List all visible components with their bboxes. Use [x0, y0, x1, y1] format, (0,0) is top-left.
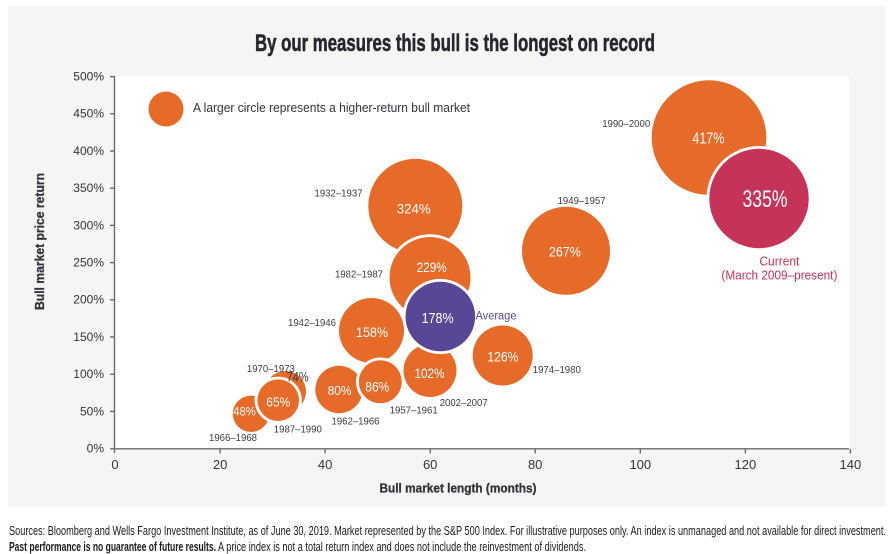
svg-text:102%: 102% [415, 366, 445, 381]
svg-text:1982–1987: 1982–1987 [335, 269, 383, 281]
svg-text:450%: 450% [73, 107, 104, 121]
svg-text:1962–1966: 1962–1966 [332, 416, 380, 428]
svg-text:Current: Current [759, 255, 799, 269]
svg-text:2002–2007: 2002–2007 [440, 397, 488, 409]
svg-text:1949–1957: 1949–1957 [558, 195, 606, 207]
svg-text:500%: 500% [73, 70, 104, 84]
svg-text:140: 140 [840, 457, 862, 472]
svg-text:74%: 74% [287, 370, 309, 385]
svg-text:300%: 300% [73, 218, 104, 232]
svg-text:0%: 0% [87, 442, 105, 456]
svg-text:1942–1946: 1942–1946 [288, 317, 336, 329]
svg-text:Bull market price return: Bull market price return [33, 173, 47, 310]
svg-text:350%: 350% [73, 181, 104, 195]
svg-text:A larger circle represents a h: A larger circle represents a higher-retu… [193, 100, 470, 115]
svg-text:335%: 335% [743, 186, 788, 213]
svg-text:1990–2000: 1990–2000 [602, 118, 650, 130]
svg-text:Past performance is no guarant: Past performance is no guarantee of futu… [9, 539, 586, 554]
svg-text:40: 40 [318, 457, 332, 472]
svg-text:Sources: Bloomberg and Wells F: Sources: Bloomberg and Wells Fargo Inves… [9, 523, 886, 538]
svg-text:1932–1937: 1932–1937 [315, 188, 363, 200]
svg-text:(March 2009–present): (March 2009–present) [721, 269, 837, 283]
svg-text:By our measures this bull is t: By our measures this bull is the longest… [255, 30, 655, 57]
svg-text:324%: 324% [397, 201, 431, 217]
svg-text:100: 100 [629, 457, 651, 472]
svg-text:417%: 417% [692, 131, 724, 148]
svg-text:60: 60 [423, 457, 437, 472]
svg-text:48%: 48% [233, 405, 256, 419]
svg-text:20: 20 [213, 457, 227, 472]
svg-text:1970–1973: 1970–1973 [247, 363, 295, 375]
svg-text:1966–1968: 1966–1968 [209, 432, 257, 444]
svg-text:Bull market length (months): Bull market length (months) [380, 482, 537, 496]
svg-text:267%: 267% [549, 244, 581, 260]
svg-text:250%: 250% [73, 256, 104, 270]
svg-text:120: 120 [735, 457, 757, 472]
svg-text:50%: 50% [80, 404, 104, 418]
svg-text:80: 80 [528, 457, 542, 472]
svg-text:Average: Average [476, 311, 517, 323]
svg-text:178%: 178% [422, 310, 454, 327]
svg-text:80%: 80% [328, 383, 352, 398]
svg-text:150%: 150% [73, 330, 104, 344]
svg-text:126%: 126% [487, 349, 518, 365]
svg-text:1957–1961: 1957–1961 [390, 404, 438, 416]
svg-text:0: 0 [111, 457, 118, 472]
svg-text:1974–1980: 1974–1980 [533, 364, 581, 376]
svg-text:86%: 86% [365, 380, 389, 395]
svg-text:100%: 100% [73, 367, 104, 381]
svg-text:229%: 229% [417, 259, 447, 275]
svg-text:65%: 65% [266, 395, 290, 410]
svg-text:1987–1990: 1987–1990 [274, 423, 322, 435]
svg-text:158%: 158% [356, 324, 388, 340]
svg-text:200%: 200% [73, 293, 104, 307]
svg-text:400%: 400% [73, 144, 104, 158]
